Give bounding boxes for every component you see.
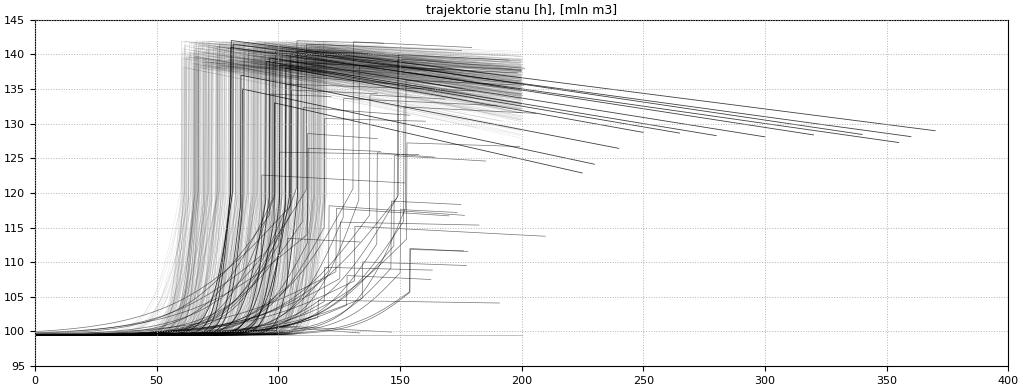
Title: trajektorie stanu [h], [mln m3]: trajektorie stanu [h], [mln m3] [427, 4, 617, 17]
